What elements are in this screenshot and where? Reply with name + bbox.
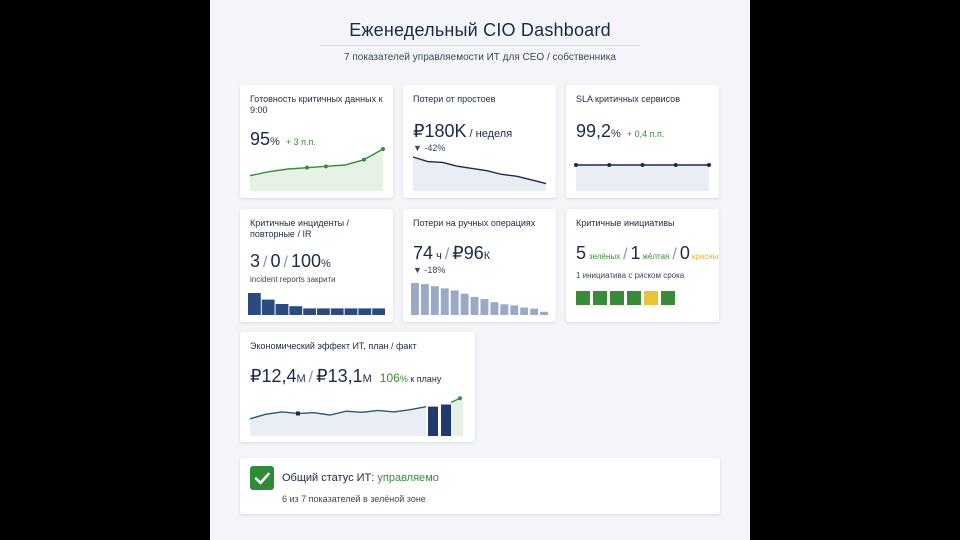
data-point [305, 165, 309, 170]
area-fill [576, 165, 709, 191]
kpi-delta: ▼ -42% [413, 143, 446, 153]
card-label: Потери от простоев [413, 94, 496, 104]
data-point [607, 163, 612, 167]
bar-chart [411, 283, 548, 315]
bar [490, 302, 499, 315]
kpi-delta: ▼ -18% [413, 265, 446, 275]
trend-chart [412, 156, 547, 191]
area-fill [413, 157, 546, 191]
kpi-note: incident reports закрити [250, 275, 336, 284]
card-manual-operations[interactable]: Потери на ручных операциях 74 ч / ₽96К ▼ -… [403, 209, 556, 322]
card-label: SLA критичных сервисов [576, 94, 680, 104]
bar [500, 304, 509, 315]
initiative-block [593, 291, 607, 305]
kpi-value: 74 ч / ₽96К [413, 243, 491, 263]
card-economic-effect[interactable]: Экономический эффект ИТ, план / факт ₽12… [240, 332, 475, 442]
data-point [673, 163, 678, 167]
bar [441, 404, 451, 436]
card-data-readiness[interactable]: Готовность критичных данных к 9:00 95% + … [240, 85, 393, 198]
bar [430, 286, 439, 315]
kpi-delta: 106% [379, 371, 408, 385]
area-fill [250, 149, 383, 191]
bar [330, 308, 344, 315]
trend-chart [574, 163, 711, 191]
data-point [324, 164, 328, 169]
bar-chart [248, 293, 385, 315]
status-subtitle: 6 из 7 показателей в зелёной зоне [282, 494, 426, 504]
kpi-delta: + 3 п.п. [285, 137, 316, 147]
series-line [412, 156, 547, 185]
plan-fact-chart [249, 396, 463, 436]
card-label: Критичные инициативы [576, 218, 675, 228]
initiative-block [661, 291, 675, 305]
bar [344, 308, 358, 315]
bar [428, 406, 438, 436]
kpi-note: 1 инициатива с риском срока [576, 271, 685, 280]
data-point [574, 163, 578, 167]
bar [530, 308, 539, 315]
card-initiatives[interactable]: Критичные инициативы 5 зелёных/1 жёлтая/0 к… [566, 209, 719, 322]
bar [317, 308, 330, 315]
initiative-block [644, 291, 658, 305]
bar [450, 290, 459, 315]
bar [275, 304, 289, 315]
status-title: Общий статус ИТ: управляемо [282, 472, 439, 484]
initiative-block [610, 291, 624, 305]
bar [440, 288, 449, 315]
initiative-block [576, 291, 590, 305]
bar [411, 283, 419, 315]
data-point [458, 396, 462, 401]
kpi-value: 3/0/100% [250, 251, 331, 271]
trend-chart [249, 147, 385, 191]
page-title: Еженедельный CIO Dashboard [349, 20, 611, 40]
title-divider [320, 45, 640, 46]
area-fill [250, 406, 426, 436]
bar [289, 306, 303, 315]
card-sla[interactable]: SLA критичных сервисов 99,2% + 0,4 п.п. [566, 85, 719, 198]
bar [372, 308, 385, 315]
card-label: Готовность критичных данных к 9:00 [250, 94, 383, 115]
checkmark-icon [250, 466, 274, 490]
data-point [362, 157, 366, 162]
page-subtitle: 7 показателей управляемости ИТ для CEO /… [344, 52, 616, 63]
bar [480, 299, 489, 315]
bar [303, 308, 316, 315]
kpi-value: 95% + 3 п.п. [250, 129, 316, 149]
data-point [707, 163, 711, 167]
card-incidents[interactable]: Критичные инциденты / повторные / IR 3/0… [240, 209, 393, 322]
initiative-status-blocks [576, 291, 678, 305]
card-label: Критичные инциденты / повторные / IR [250, 218, 350, 239]
data-point [640, 163, 645, 167]
bar [460, 293, 469, 315]
bar [540, 311, 548, 315]
bar [420, 284, 429, 315]
area-fill [451, 398, 463, 436]
bar [510, 305, 519, 315]
data-point [296, 411, 300, 416]
bar [520, 307, 529, 315]
bar [261, 299, 275, 315]
bar [248, 293, 261, 315]
data-point [381, 147, 385, 151]
bar [358, 308, 372, 315]
overall-status-card: Общий статус ИТ: управляемо 6 из 7 показ… [240, 458, 720, 514]
kpi-value: 99,2% + 0,4 п.п. [576, 121, 665, 141]
card-label: Потери на ручных операциях [413, 218, 536, 228]
kpi-delta: + 0,4 п.п. [626, 129, 665, 139]
status-value: управляемо [377, 472, 439, 484]
kpi-value: ₽12,4М / ₽13,1М 106% к плану [250, 366, 442, 386]
kpi-value: ₽180K / неделя [413, 121, 513, 141]
bar [470, 296, 479, 315]
dashboard-page: Еженедельный CIO Dashboard 7 показателей… [210, 0, 750, 540]
series-line [249, 405, 427, 420]
card-downtime-losses[interactable]: Потери от простоев ₽180K / неделя ▼ -42% [403, 85, 556, 198]
card-label: Экономический эффект ИТ, план / факт [250, 341, 417, 351]
initiative-block [627, 291, 641, 305]
series-line [249, 148, 384, 177]
